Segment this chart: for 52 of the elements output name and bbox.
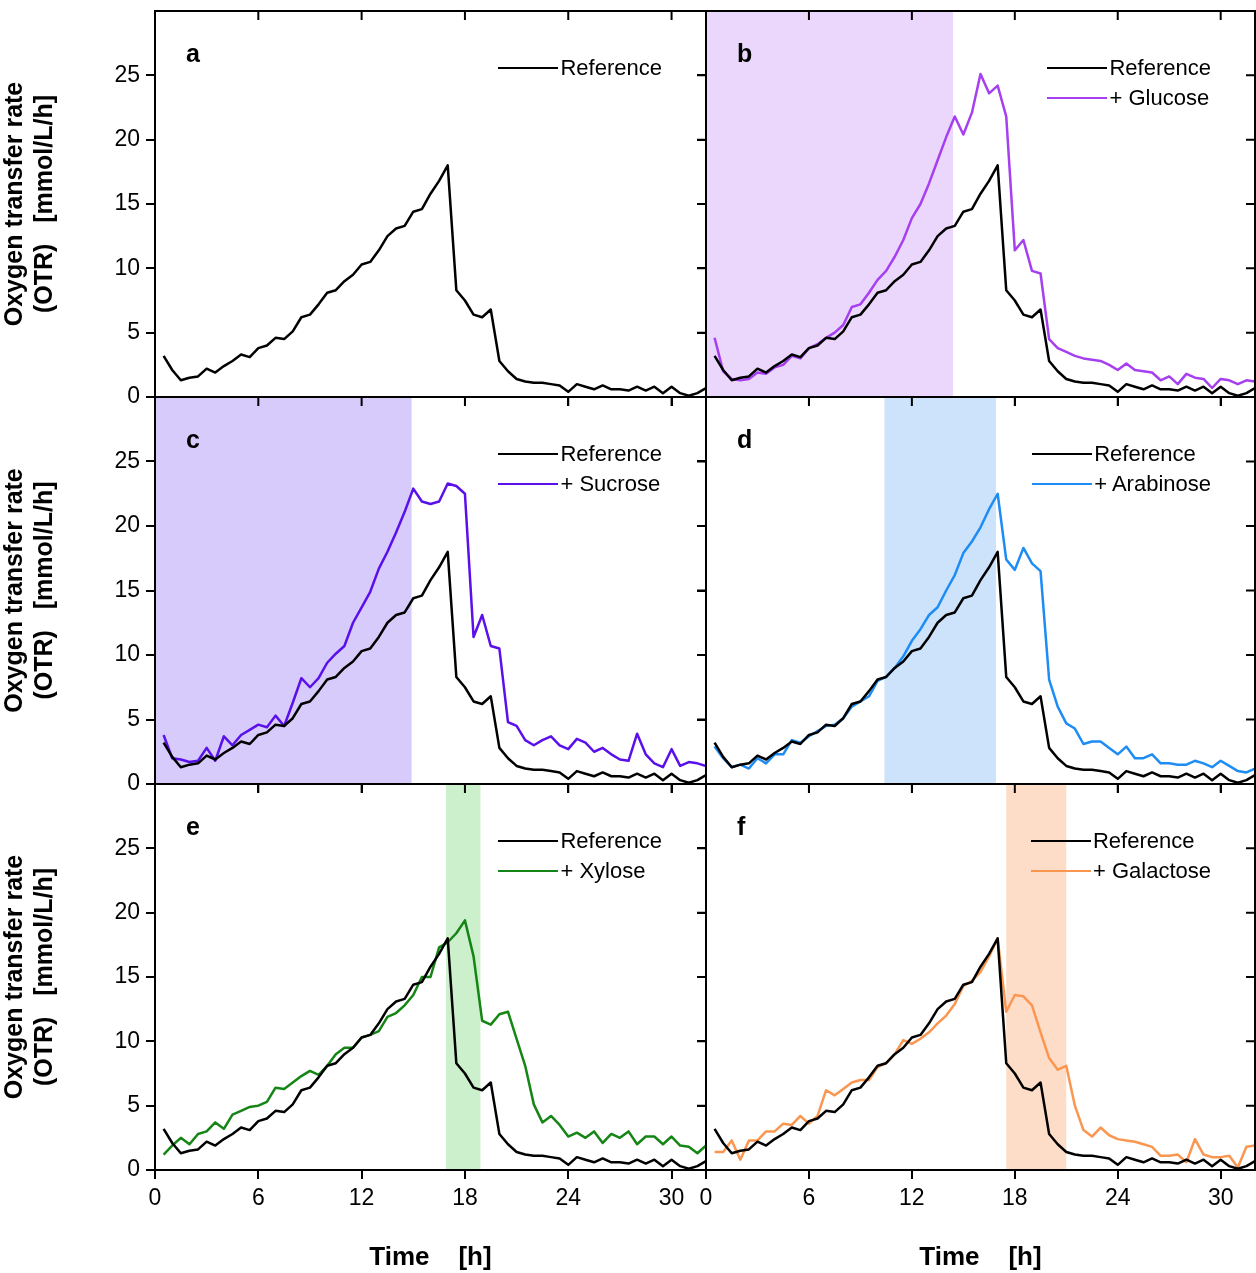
y-tick-label: 0: [127, 1155, 140, 1182]
legend-label: Reference: [1094, 440, 1196, 468]
x-tick-label: 18: [452, 1184, 478, 1211]
x-tick-label: 0: [699, 1184, 713, 1211]
y-tick-label: 5: [127, 1091, 140, 1118]
y-tick-label: 25: [114, 446, 140, 473]
x-tick-label: 6: [251, 1184, 265, 1211]
y-axis-title: Oxygen transfer rate (OTR) [mmol/L/h]: [0, 468, 57, 713]
text: d: [737, 425, 753, 453]
y-tick-label: 10: [114, 1026, 140, 1053]
y-tick-label: 20: [114, 511, 140, 538]
y-tick-label: 5: [127, 704, 140, 731]
legend-label: Reference: [1109, 54, 1211, 82]
y-tick-label: 25: [114, 833, 140, 860]
x-axis-title: Time [h]: [369, 1240, 492, 1271]
y-tick-label: 20: [114, 898, 140, 925]
y-tick-label: 10: [114, 253, 140, 280]
x-tick-label: 0: [148, 1184, 162, 1211]
x-tick-label: 30: [658, 1184, 685, 1211]
legend-label: Reference: [1092, 827, 1195, 855]
legend-label: Reference: [560, 827, 662, 855]
legend-label: + Arabinose: [1094, 470, 1211, 498]
y-tick-label: 5: [127, 318, 140, 345]
x-tick-label: 6: [802, 1184, 816, 1211]
y-axis-title: Oxygen transfer rate (OTR) [mmol/L/h]: [0, 854, 57, 1100]
legend-label: + Xylose: [560, 857, 646, 885]
legend-label: + Glucose: [1109, 84, 1210, 112]
x-tick-label: 24: [555, 1184, 582, 1211]
x-tick-label: 12: [899, 1184, 925, 1211]
legend-label: Reference: [560, 440, 662, 468]
y-tick-label: 15: [114, 189, 140, 216]
y-tick-label: 0: [127, 769, 140, 796]
y-axis-title: Oxygen transfer rate (OTR) [mmol/L/h]: [0, 81, 57, 327]
y-tick-label: 0: [127, 382, 140, 409]
legend-label: + Galactose: [1092, 857, 1211, 885]
text: b: [737, 39, 753, 67]
text: a: [186, 39, 200, 67]
text: c: [186, 425, 200, 453]
y-tick-label: 15: [114, 962, 140, 989]
x-tick-label: 12: [348, 1184, 375, 1211]
legend-label: Reference: [560, 54, 662, 82]
legend-label: + Sucrose: [560, 470, 661, 498]
text: e: [186, 812, 200, 840]
y-tick-label: 10: [114, 640, 140, 667]
x-axis-title: Time [h]: [919, 1240, 1042, 1271]
y-tick-label: 20: [114, 125, 140, 152]
x-tick-label: 24: [1104, 1184, 1131, 1211]
y-tick-label: 15: [114, 575, 140, 602]
y-tick-label: 25: [114, 60, 140, 87]
x-tick-label: 30: [1207, 1184, 1234, 1211]
x-tick-label: 18: [1002, 1184, 1028, 1211]
text: f: [737, 812, 746, 840]
